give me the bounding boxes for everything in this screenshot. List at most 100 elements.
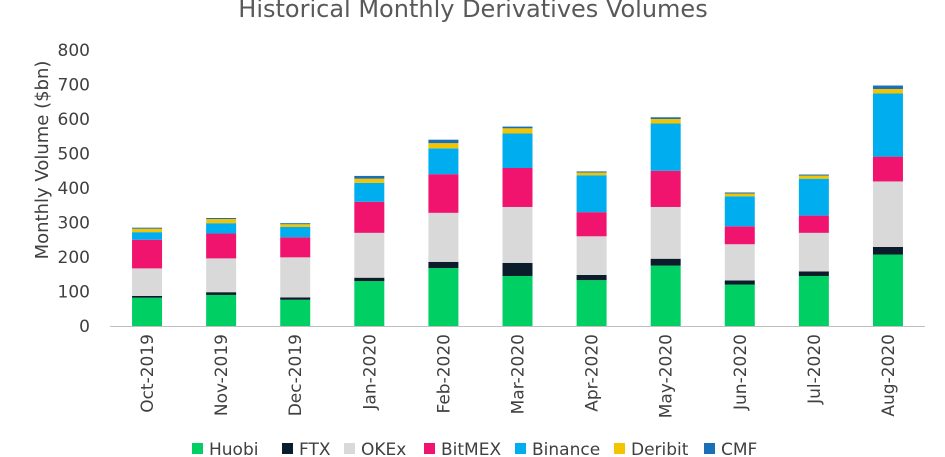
bar-segment-bitmex xyxy=(428,174,459,213)
bar-segment-cmf xyxy=(576,171,607,173)
legend: Huobi FTX OKEx BitMEX Binance Deribit CMF xyxy=(192,440,757,457)
bar-segment-ftx xyxy=(280,297,311,300)
bar-segment-cmf xyxy=(428,139,459,144)
bar-segment-binance xyxy=(206,223,237,234)
bar-segment-cmf xyxy=(280,223,311,225)
bar-segment-huobi xyxy=(798,275,829,326)
bar-segment-bitmex xyxy=(206,233,237,259)
x-tick-label: Nov-2019 xyxy=(212,334,232,416)
bar-segment-binance xyxy=(428,148,459,175)
bar-segment-binance xyxy=(502,133,533,168)
bar-segment-okex xyxy=(206,258,237,293)
bar-segment-deribit xyxy=(206,219,237,224)
bar-segment-deribit xyxy=(576,172,607,176)
bar-segment-deribit xyxy=(132,228,163,233)
y-tick-label: 100 xyxy=(58,283,90,303)
bar-segment-deribit xyxy=(428,143,459,149)
legend-label-binance: Binance xyxy=(532,440,600,457)
bar-segment-bitmex xyxy=(798,215,829,233)
bar-segment-bitmex xyxy=(650,170,681,207)
bar-segment-huobi xyxy=(576,280,607,326)
y-axis-ticks: 0 100 200 300 400 500 600 700 800 xyxy=(58,41,90,337)
bar-segment-cmf xyxy=(132,227,163,229)
y-tick-label: 200 xyxy=(58,248,90,268)
bar-segment-ftx xyxy=(650,258,681,266)
bar-segment-okex xyxy=(428,212,459,262)
x-tick-label: May-2020 xyxy=(657,334,677,418)
x-tick-label: Dec-2019 xyxy=(286,334,306,416)
bar-segment-huobi xyxy=(650,265,681,326)
bar-segment-bitmex xyxy=(576,212,607,237)
x-tick-label: Jun-2020 xyxy=(731,334,751,411)
bar-segment-bitmex xyxy=(502,167,533,207)
bar-segment-okex xyxy=(502,206,533,263)
bar-segment-binance xyxy=(872,93,903,157)
bar-segment-huobi xyxy=(132,297,163,326)
bar-segment-ftx xyxy=(502,262,533,276)
x-axis-ticks: Oct-2019 Nov-2019 Dec-2019 Jan-2020 Feb-2020… xyxy=(138,334,899,418)
bar-segment-deribit xyxy=(650,119,681,124)
bar-segment-bitmex xyxy=(280,237,311,258)
x-tick-label: Jul-2020 xyxy=(805,334,825,405)
bar-segment-okex xyxy=(872,181,903,247)
x-tick-label: Aug-2020 xyxy=(879,334,899,417)
legend-swatch-bitmex xyxy=(424,443,435,454)
bars xyxy=(132,85,903,326)
bar-segment-binance xyxy=(280,226,311,238)
bar-segment-ftx xyxy=(724,280,755,285)
legend-label-huobi: Huobi xyxy=(209,440,258,457)
bar-segment-huobi xyxy=(206,294,237,326)
y-tick-label: 500 xyxy=(58,145,90,165)
bar-segment-okex xyxy=(650,206,681,259)
bar-segment-bitmex xyxy=(132,239,163,269)
bar-segment-huobi xyxy=(354,281,385,326)
y-tick-label: 0 xyxy=(79,317,90,337)
bar-segment-deribit xyxy=(280,224,311,227)
bar-segment-okex xyxy=(798,232,829,272)
bar-segment-binance xyxy=(724,196,755,227)
bar-segment-deribit xyxy=(798,175,829,179)
bar-segment-okex xyxy=(576,236,607,275)
y-tick-label: 700 xyxy=(58,76,90,96)
bar-segment-cmf xyxy=(798,174,829,176)
bar-segment-deribit xyxy=(354,178,385,183)
bar-segment-okex xyxy=(724,244,755,281)
chart-title: Historical Monthly Derivatives Volumes xyxy=(238,0,707,23)
bar-segment-deribit xyxy=(502,128,533,134)
legend-swatch-okex xyxy=(344,443,355,454)
bar-segment-binance xyxy=(798,178,829,216)
bar-segment-huobi xyxy=(428,268,459,326)
legend-swatch-binance xyxy=(515,443,526,454)
bar-segment-ftx xyxy=(428,261,459,269)
bar-segment-okex xyxy=(354,232,385,278)
bar-segment-bitmex xyxy=(724,226,755,245)
bar-segment-okex xyxy=(280,257,311,298)
bar-segment-cmf xyxy=(206,218,237,220)
bar-segment-ftx xyxy=(798,271,829,276)
bar-segment-binance xyxy=(576,175,607,213)
bar-segment-deribit xyxy=(872,88,903,94)
y-tick-label: 800 xyxy=(58,41,90,61)
bar-segment-binance xyxy=(650,123,681,171)
bar-segment-cmf xyxy=(354,175,385,179)
x-tick-label: Mar-2020 xyxy=(509,334,529,414)
legend-label-cmf: CMF xyxy=(721,440,757,457)
y-tick-label: 300 xyxy=(58,214,90,234)
bar-segment-binance xyxy=(354,182,385,202)
bar-segment-huobi xyxy=(280,299,311,326)
bar-segment-cmf xyxy=(650,117,681,119)
bar-segment-ftx xyxy=(576,274,607,281)
bar-segment-cmf xyxy=(502,126,533,129)
legend-swatch-cmf xyxy=(704,443,715,454)
legend-swatch-deribit xyxy=(614,443,625,454)
bar-segment-bitmex xyxy=(872,156,903,182)
legend-label-ftx: FTX xyxy=(299,440,331,457)
bar-segment-ftx xyxy=(132,295,163,298)
bar-segment-ftx xyxy=(354,277,385,282)
bar-segment-huobi xyxy=(502,275,533,326)
bar-segment-cmf xyxy=(724,192,755,194)
x-tick-label: Jan-2020 xyxy=(360,334,380,411)
legend-label-bitmex: BitMEX xyxy=(441,440,501,457)
x-tick-label: Apr-2020 xyxy=(583,334,603,412)
